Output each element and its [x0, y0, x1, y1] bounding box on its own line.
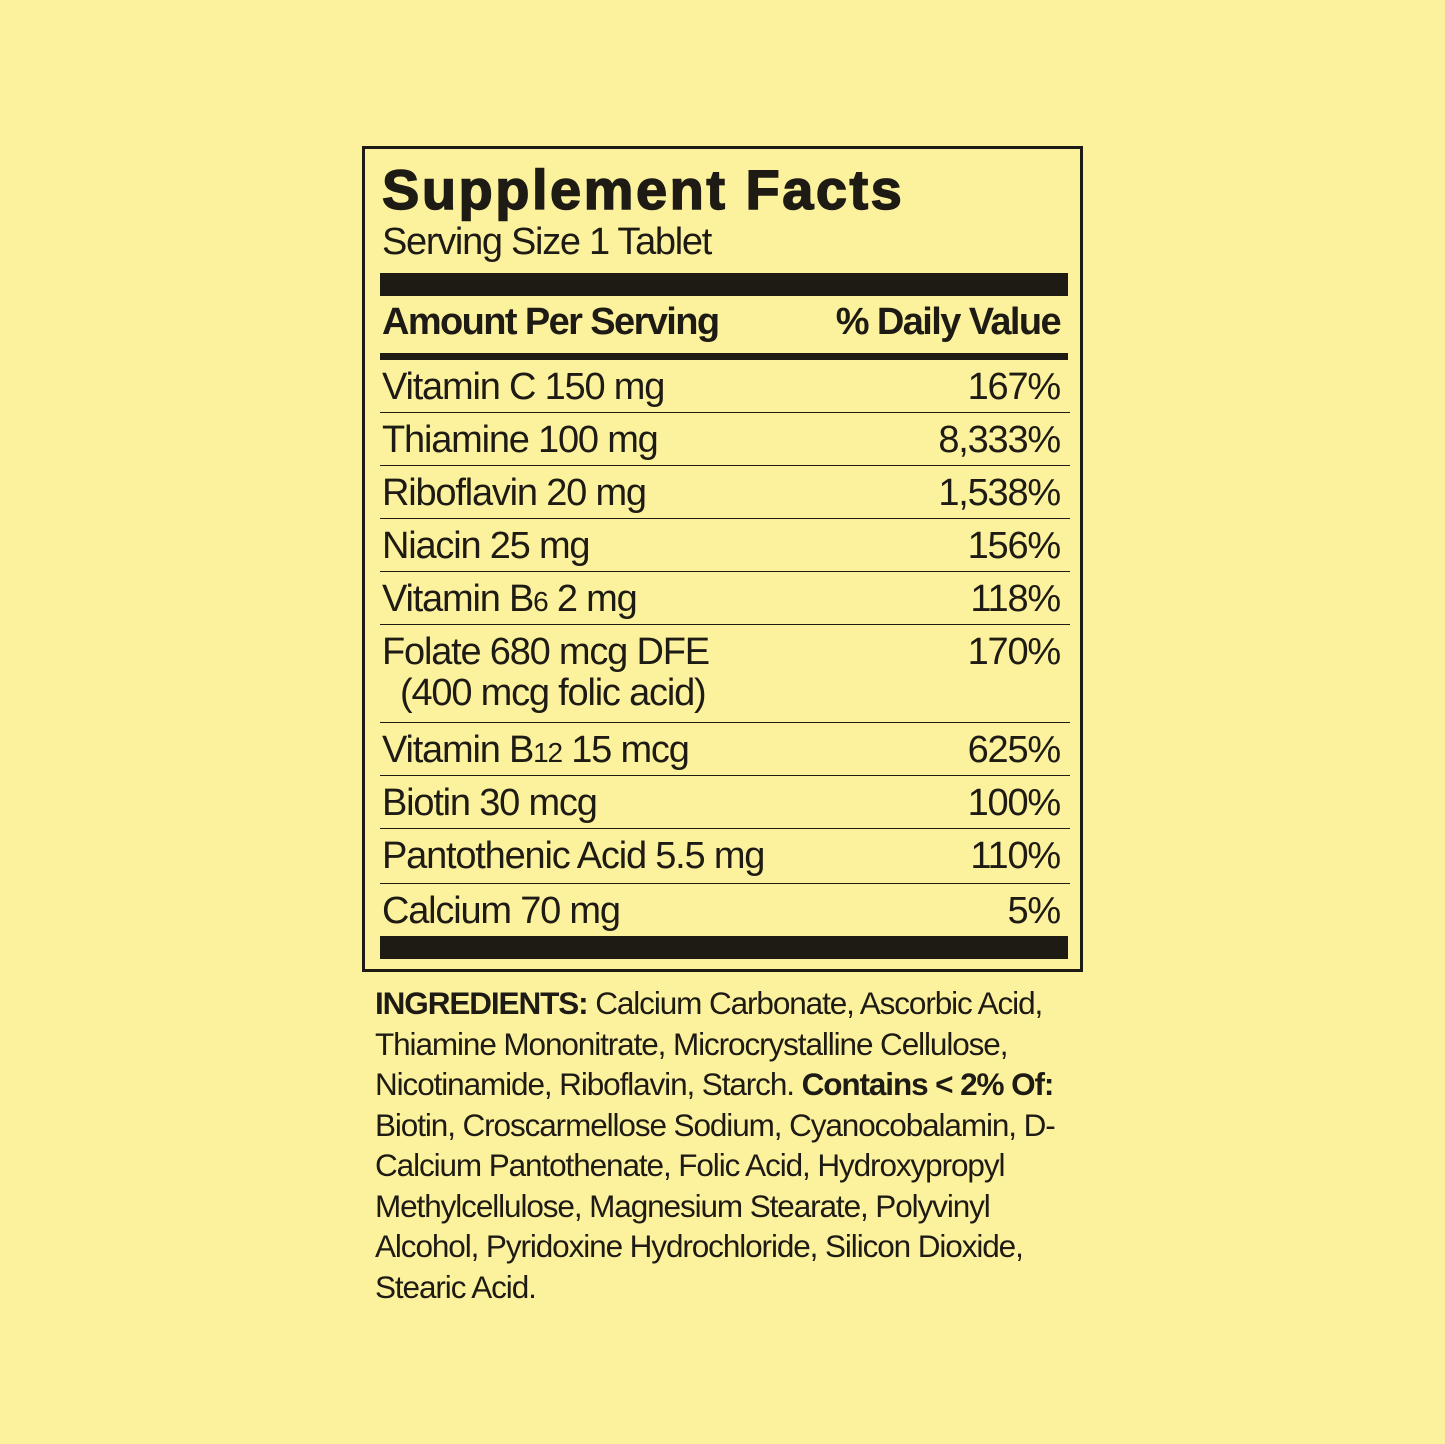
- ingredients-label: INGREDIENTS:: [375, 985, 589, 1021]
- nutrient-subscript: 12: [533, 737, 563, 768]
- nutrient-name: Pantothenic Acid 5.5 mg: [382, 835, 765, 877]
- header-amount: Amount Per Serving: [382, 301, 720, 343]
- nutrient-name: Vitamin B: [382, 729, 534, 771]
- ingredients-minor-label: Contains < 2% Of:: [801, 1066, 1055, 1102]
- divider-thick-bottom: [380, 936, 1068, 959]
- nutrient-name: Niacin 25 mg: [382, 525, 591, 567]
- daily-value: 5%: [1007, 890, 1061, 932]
- panel-title: Supplement Facts: [381, 157, 905, 222]
- ingredients-minor: Biotin, Croscarmellose Sodium, Cyanocoba…: [375, 1106, 1056, 1305]
- table-row: Vitamin B12 15 mcg 625%: [380, 723, 1070, 776]
- daily-value: 625%: [967, 729, 1062, 771]
- table-row: Pantothenic Acid 5.5 mg 110%: [380, 829, 1070, 884]
- supplement-facts-panel: Supplement Facts Serving Size 1 Tablet A…: [362, 146, 1083, 972]
- nutrient-name: Folate 680 mcg DFE: [382, 631, 710, 673]
- nutrient-rows: Vitamin C 150 mg 167% Thiamine 100 mg 8,33…: [380, 360, 1070, 936]
- table-row: Calcium 70 mg 5%: [380, 884, 1070, 936]
- nutrient-name: Riboflavin 20 mg: [382, 472, 647, 514]
- table-row: Thiamine 100 mg 8,333%: [380, 413, 1070, 466]
- daily-value: 170%: [967, 631, 1062, 673]
- daily-value: 100%: [967, 782, 1062, 824]
- nutrient-name: Vitamin B: [382, 578, 534, 620]
- daily-value: 118%: [970, 578, 1061, 620]
- nutrient-note: (400 mcg folic acid): [400, 672, 707, 714]
- table-row: Biotin 30 mcg 100%: [380, 776, 1070, 829]
- daily-value: 110%: [970, 835, 1061, 877]
- ingredients-main: Calcium Carbonate, Ascorbic Acid, Thiami…: [375, 985, 1043, 1102]
- table-row: Vitamin B6 2 mg 118%: [380, 572, 1070, 625]
- divider-medium: [380, 353, 1068, 360]
- table-row: Vitamin C 150 mg 167%: [380, 360, 1070, 413]
- header-daily-value: % Daily Value: [835, 301, 1062, 343]
- divider-thick: [380, 273, 1068, 296]
- daily-value: 167%: [967, 366, 1062, 408]
- serving-size: Serving Size 1 Tablet: [382, 221, 712, 263]
- nutrient-amount: 2 mg: [547, 578, 638, 620]
- daily-value: 1,538%: [938, 472, 1061, 514]
- daily-value: 156%: [967, 525, 1062, 567]
- nutrient-name: Vitamin C 150 mg: [382, 366, 665, 408]
- nutrient-name: Biotin 30 mcg: [382, 782, 598, 824]
- table-row: Niacin 25 mg 156%: [380, 519, 1070, 572]
- nutrient-subscript: 6: [533, 586, 549, 617]
- nutrient-name: Thiamine 100 mg: [382, 419, 659, 461]
- table-row: Folate 680 mcg DFE (400 mcg folic acid) 17…: [380, 625, 1070, 723]
- ingredients-text: INGREDIENTS: Calcium Carbonate, Ascorbic…: [375, 983, 1095, 1307]
- nutrient-amount: 15 mcg: [561, 729, 690, 771]
- nutrient-name: Calcium 70 mg: [382, 890, 621, 932]
- table-row: Riboflavin 20 mg 1,538%: [380, 466, 1070, 519]
- daily-value: 8,333%: [938, 419, 1061, 461]
- table-header: Amount Per Serving % Daily Value: [382, 301, 1062, 344]
